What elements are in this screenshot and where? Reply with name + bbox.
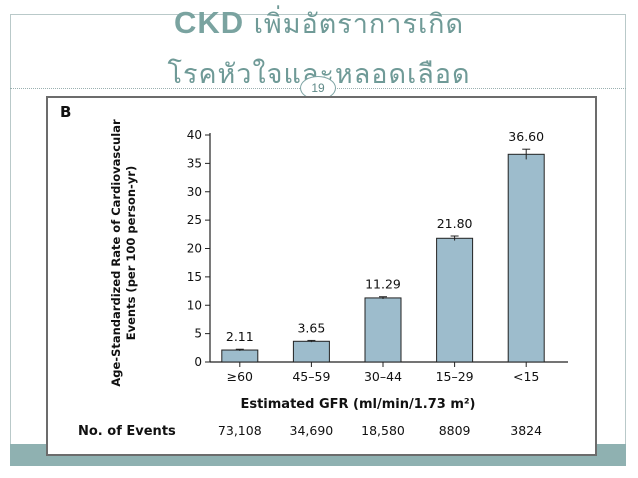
y-tick-label: 40	[187, 128, 202, 142]
bar	[364, 297, 402, 363]
panel-label: B	[60, 103, 71, 121]
y-axis-label-line-1: Age-Standardized Rate of Cardiovascular	[109, 119, 123, 387]
x-tick-label: 30–44	[364, 369, 402, 384]
y-tick-label: 15	[187, 270, 202, 284]
y-tick-label: 5	[194, 327, 202, 341]
x-tick-label: 15–29	[436, 369, 474, 384]
data-label: 2.11	[226, 329, 254, 344]
x-axis-label: Estimated GFR (ml/min/1.73 m²)	[240, 397, 475, 412]
data-label: 36.60	[508, 129, 544, 144]
event-count: 73,108	[218, 423, 262, 438]
slide-title-line-1: CKD เพิ่มอัตราการเกิด	[0, 2, 638, 45]
event-count: 8809	[439, 423, 471, 438]
data-label: 11.29	[365, 277, 401, 292]
y-tick-label: 10	[187, 298, 202, 312]
bar	[292, 340, 330, 363]
y-axis-label-line-2: Events (per 100 person-yr)	[124, 166, 138, 341]
y-tick-label: 20	[187, 242, 202, 256]
event-count: 18,580	[361, 423, 405, 438]
data-label: 3.65	[297, 320, 325, 335]
data-label: 21.80	[437, 216, 473, 231]
event-count: 3824	[510, 423, 542, 438]
slide-title-rest: เพิ่มอัตราการเกิด	[244, 9, 465, 40]
x-tick-label: 45–59	[292, 369, 330, 384]
y-tick-label: 35	[187, 156, 202, 170]
x-tick-label: ≥60	[227, 369, 253, 384]
y-tick-label: 30	[187, 185, 202, 199]
y-tick-label: 0	[194, 355, 202, 369]
event-count: 34,690	[290, 423, 334, 438]
bar	[221, 349, 259, 363]
bar	[507, 153, 545, 363]
y-tick-label: 25	[187, 213, 202, 227]
bar-chart: B Age-Standardized Rate of Cardiovascula…	[60, 103, 568, 439]
x-tick-label: <15	[513, 369, 539, 384]
slide-title-ckd: CKD	[173, 5, 245, 40]
chart-panel: B Age-Standardized Rate of Cardiovascula…	[46, 96, 597, 456]
bar	[436, 237, 474, 363]
events-row-label: No. of Events	[78, 424, 176, 439]
